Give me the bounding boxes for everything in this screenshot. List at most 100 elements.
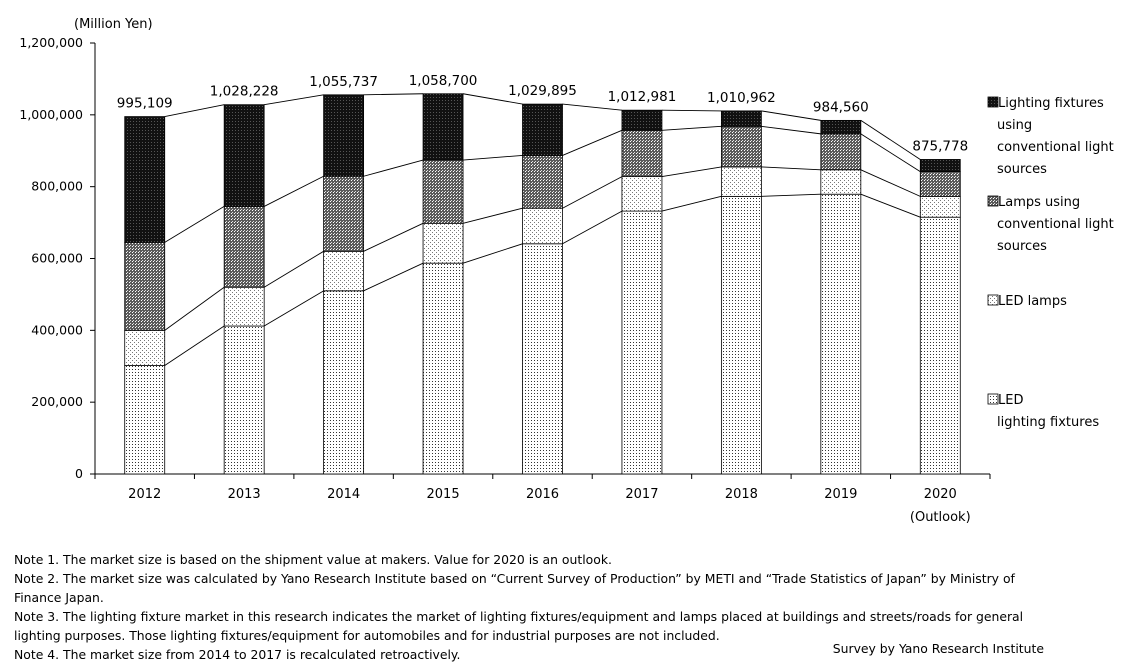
note-4: Note 4. The market size from 2014 to 201… <box>14 647 461 662</box>
bar-segment <box>522 207 563 245</box>
legend-label: conventional light <box>997 140 1114 155</box>
bar-segment <box>820 133 862 171</box>
x-tick-label: 2012 <box>128 487 161 502</box>
connector-line <box>860 193 921 218</box>
bar-segment <box>621 210 663 475</box>
connector-line <box>363 159 424 177</box>
bar-segment <box>223 325 265 475</box>
y-tick-label: 600,000 <box>31 251 83 266</box>
stacked-bar-chart: (Million Yen) 0 200,000 400,000 600,000 800,… <box>19 17 1114 525</box>
bar-segment <box>621 109 663 131</box>
x-tick-label: 2017 <box>625 487 658 502</box>
connector-line <box>761 166 821 171</box>
total-label: 984,560 <box>813 99 869 115</box>
total-label: 1,010,962 <box>707 90 776 106</box>
legend-swatch <box>987 393 999 405</box>
legend-label: lighting fixtures <box>997 415 1099 430</box>
bar-segment <box>223 206 265 288</box>
x-tick-label: 2018 <box>725 487 758 502</box>
x-tick-sublabel: (Outlook) <box>910 510 971 525</box>
x-tick-label: 2016 <box>526 487 559 502</box>
connector-line <box>363 262 424 292</box>
labels: 995,109 1,028,228 1,055,737 1,058,700 1,029,… <box>117 73 968 155</box>
y-tick-label: 800,000 <box>31 179 83 194</box>
bar-segment <box>323 250 365 292</box>
bar-segment <box>124 365 166 475</box>
y-axis-unit-label: (Million Yen) <box>74 17 153 32</box>
bar-segment <box>323 94 365 177</box>
bar-segment <box>720 110 762 127</box>
y-tick-label: 400,000 <box>31 322 83 337</box>
bar-segment <box>919 195 961 218</box>
x-tick-label: 2014 <box>327 487 360 502</box>
connector-line <box>562 129 623 156</box>
bar-segment <box>124 329 166 366</box>
notes: Note 1. The market size is based on the … <box>14 550 1054 664</box>
bar-segment <box>422 93 464 161</box>
bar-segment <box>720 166 762 197</box>
legend-swatch <box>987 294 999 306</box>
connector-line <box>264 94 324 106</box>
bars <box>124 93 961 475</box>
y-tick-label: 0 <box>75 466 83 481</box>
bar-segment <box>124 116 166 243</box>
legend: Lighting fixtures using conventional light… <box>987 96 1114 430</box>
legend-label: conventional light <box>997 217 1114 232</box>
y-tick-label: 1,000,000 <box>19 107 83 122</box>
bar-segment <box>422 222 464 264</box>
total-label: 1,055,737 <box>309 74 378 90</box>
bar-segment <box>522 243 563 475</box>
x-tick-label: 2020 <box>924 487 957 502</box>
legend-label: Lamps using <box>998 195 1080 210</box>
bar-segment <box>323 290 365 475</box>
connector-line <box>462 207 523 224</box>
legend-label: Lighting fixtures <box>998 96 1104 111</box>
connector-line <box>462 243 523 264</box>
legend-swatch <box>987 96 999 108</box>
connector-line <box>661 109 722 112</box>
connector-line <box>661 195 722 212</box>
total-label: 875,778 <box>912 138 968 154</box>
note-3: Note 3. The lighting fixture market in t… <box>14 609 1024 643</box>
bar-segment <box>124 241 166 331</box>
connector-line <box>164 325 225 366</box>
bar-segment <box>522 155 563 209</box>
bar-segment <box>422 262 464 475</box>
total-label: 1,058,700 <box>409 73 478 89</box>
source-credit: Survey by Yano Research Institute <box>832 641 1044 656</box>
bar-segment <box>223 286 265 327</box>
connector-line <box>860 120 921 160</box>
axes: 0 200,000 400,000 600,000 800,000 1,000,000 1,… <box>19 35 991 525</box>
connector-line <box>463 154 523 161</box>
legend-swatch <box>987 195 999 207</box>
connector-line <box>164 206 225 243</box>
x-tick-label: 2015 <box>427 487 460 502</box>
legend-label: LED <box>998 393 1023 408</box>
connector-line <box>860 169 921 197</box>
total-label: 1,012,981 <box>608 89 677 105</box>
legend-label: sources <box>997 162 1047 177</box>
connector-line <box>562 103 622 111</box>
bar-segment <box>820 193 862 475</box>
bar-segment <box>919 171 961 197</box>
connector-line <box>263 250 324 288</box>
connector-line <box>661 125 722 131</box>
x-tick-label: 2019 <box>824 487 857 502</box>
legend-label: sources <box>997 239 1047 254</box>
legend-label: using <box>997 118 1032 133</box>
y-tick-label: 1,200,000 <box>19 35 83 50</box>
connector-line <box>363 222 424 252</box>
bar-segment <box>720 125 762 168</box>
bar-segment <box>621 176 663 212</box>
bar-segment <box>919 159 961 172</box>
bar-segment <box>919 216 961 475</box>
connector-line <box>562 210 623 245</box>
connector-line <box>661 166 722 178</box>
y-tick-label: 200,000 <box>31 394 83 409</box>
connector-line <box>860 133 921 172</box>
bar-segment <box>422 159 464 224</box>
total-label: 1,029,895 <box>508 83 577 99</box>
connector-line <box>761 193 821 197</box>
connector-line <box>462 93 523 105</box>
connector-line <box>761 125 821 135</box>
